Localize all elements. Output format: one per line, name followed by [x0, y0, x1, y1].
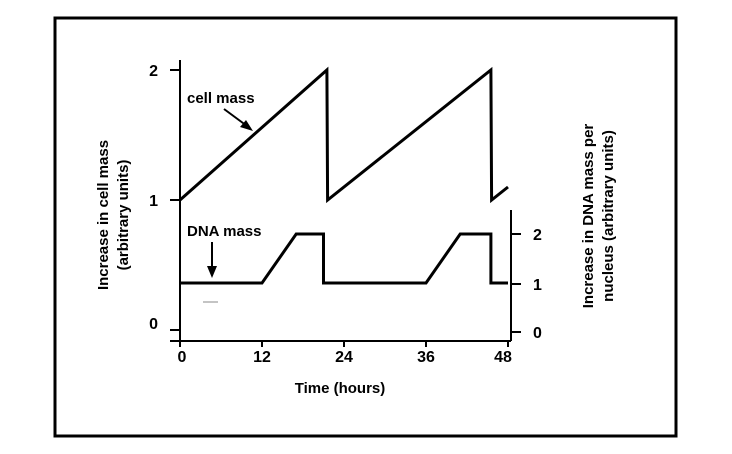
- cell-mass-series-line: [179, 66, 509, 204]
- right-axis-title-line2: nucleus (arbitrary units): [600, 130, 617, 302]
- dna-mass-annotation: DNA mass: [187, 223, 261, 240]
- x-axis-title: Time (hours): [295, 380, 386, 397]
- dna-mass-series-line: [180, 232, 508, 285]
- x-tick-label-36: 36: [417, 349, 435, 366]
- x-tick-label-48: 48: [494, 349, 512, 366]
- right-tick-label-0: 0: [533, 325, 542, 342]
- x-tick-label-12: 12: [253, 349, 271, 366]
- cell-mass-arrow-head: [240, 120, 253, 131]
- right-tick-label-2: 2: [533, 227, 542, 244]
- dna-mass-arrow-head: [207, 266, 217, 278]
- x-tick-label-24: 24: [335, 349, 353, 366]
- left-tick-label-2: 2: [149, 63, 158, 80]
- outer-frame: [53, 16, 678, 438]
- left-axis-title-line1: Increase in cell mass: [95, 140, 112, 290]
- x-tick-label-0: 0: [178, 349, 187, 366]
- right-axis-title-line1: Increase in DNA mass per: [580, 124, 597, 309]
- cell-mass-arrow-shaft: [223, 108, 248, 127]
- cell-mass-annotation: cell mass: [187, 90, 255, 107]
- right-tick-label-1: 1: [533, 277, 542, 294]
- left-tick-label-0: 0: [149, 316, 158, 333]
- left-axis-title: Increase in cell mass (arbitrary units): [95, 140, 132, 290]
- right-axis-title: Increase in DNA mass per nucleus (arbitr…: [580, 124, 617, 309]
- left-axis-title-line2: (arbitrary units): [115, 160, 132, 271]
- left-tick-label-1: 1: [149, 193, 158, 210]
